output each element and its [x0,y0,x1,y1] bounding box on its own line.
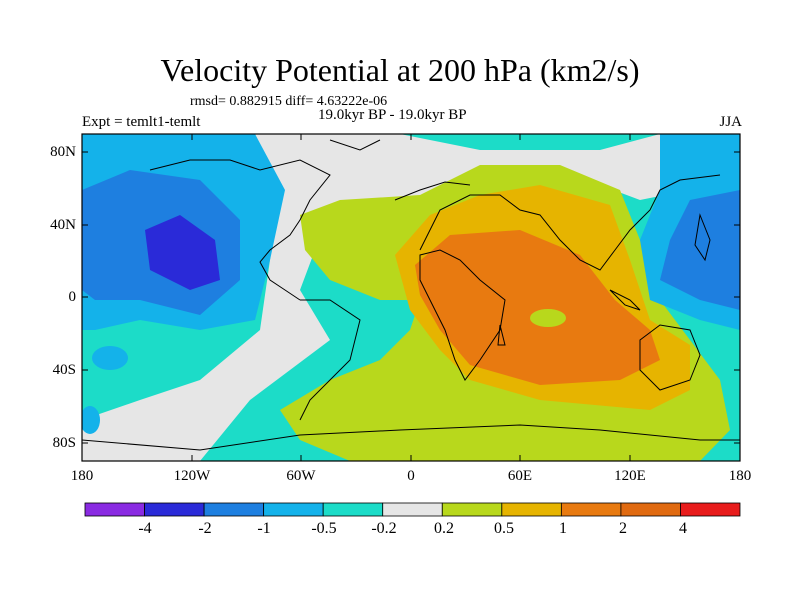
lon-label: 60W [286,468,316,484]
contour-field [82,134,740,461]
colorbar-swatch [560,502,622,517]
colorbar-label: -2 [198,520,212,537]
coastlines [82,139,740,451]
colorbar-swatch [382,502,443,517]
lon-label: 120E [614,468,646,484]
lat-label: 80S [52,435,76,451]
lon-label: 60E [507,468,533,484]
colorbar-label: -0.2 [371,520,397,537]
colorbar-label: 0.5 [494,520,514,537]
experiment-label: Expt = temlt1-temlt [82,114,201,130]
colorbar-swatch [680,502,741,517]
colorbar-swatch [144,502,205,517]
colorbar-label: 2 [619,520,627,537]
colorbar-swatch [620,502,681,517]
colorbar-swatch [203,502,265,517]
colorbar-swatch [501,502,562,517]
colorbar [84,502,741,517]
map-title: Velocity Potential at 200 hPa (km2/s) [160,52,640,88]
colorbar-label: 4 [679,520,687,537]
lon-label: 120W [173,468,211,484]
colorbar-swatch [441,502,503,517]
colorbar-swatch [263,502,324,517]
colorbar-label: -0.5 [311,520,337,537]
colorbar-label: 0.2 [434,520,454,537]
stats-text: rmsd= 0.882915 diff= 4.63222e-06 [190,94,388,109]
axis-ticks [81,134,741,461]
colorbar-swatch [84,502,145,517]
colorbar-label: -4 [138,520,152,537]
lon-label: 180 [728,468,752,484]
season-label: JJA [719,114,742,130]
colorbar-label: -1 [257,520,271,537]
colorbar-swatch [322,502,384,517]
colorbar-label: 1 [559,520,567,537]
lon-label: 0 [407,468,415,484]
period-label: 19.0kyr BP - 19.0kyr BP [318,107,467,123]
lat-label: 80N [50,144,76,160]
lat-label: 40N [50,217,76,233]
lat-label: 40S [52,362,76,378]
lat-label: 0 [68,289,77,305]
lon-label: 180 [70,468,94,484]
